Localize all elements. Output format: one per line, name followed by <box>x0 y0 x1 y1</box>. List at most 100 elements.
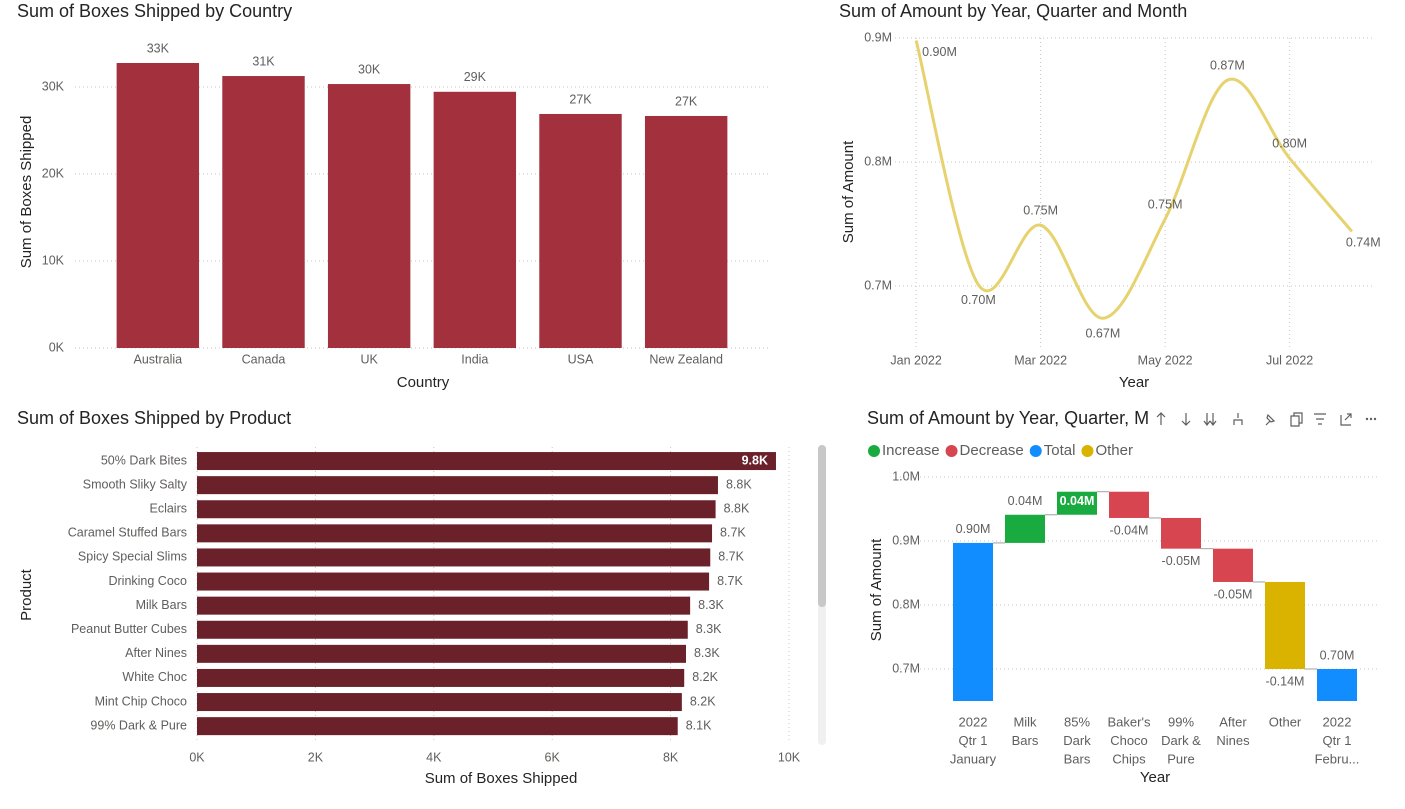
copy-icon[interactable] <box>1290 412 1303 427</box>
x-tick-label: Jan 2022 <box>890 353 941 367</box>
y-tick-label: 20K <box>42 166 65 180</box>
bar <box>197 596 691 615</box>
data-label: 8.2K <box>690 694 716 708</box>
bar <box>197 524 713 543</box>
data-label: 27K <box>569 92 592 106</box>
x-tick-label: Choco <box>1110 733 1148 748</box>
data-label: 0.70M <box>961 293 996 307</box>
pin-icon[interactable] <box>1265 413 1276 426</box>
bar <box>539 113 622 348</box>
y-tick-label: Milk Bars <box>136 598 187 612</box>
bar <box>644 115 728 348</box>
x-tick-label: 2022 <box>1323 714 1352 729</box>
data-label: 9.8K <box>742 453 768 467</box>
chart-title: Sum of Boxes Shipped by Product <box>17 408 291 428</box>
scrollbar-thumb[interactable] <box>818 445 826 607</box>
drill-up-icon[interactable] <box>1156 412 1166 425</box>
y-tick-label: Peanut Butter Cubes <box>71 622 187 636</box>
data-label: 0.75M <box>1023 204 1058 218</box>
y-tick-label: 0.9M <box>864 30 892 44</box>
data-label: 8.1K <box>686 718 712 732</box>
data-label: -0.14M <box>1266 674 1305 688</box>
bar <box>197 452 776 471</box>
legend-label: Total <box>1044 442 1076 459</box>
x-tick-label: May 2022 <box>1138 353 1193 367</box>
legend-label: Other <box>1095 442 1133 459</box>
bar <box>197 476 718 495</box>
bar <box>327 84 411 349</box>
y-tick-label: Smooth Sliky Salty <box>83 477 188 491</box>
x-tick-label: USA <box>568 352 594 366</box>
filter-icon[interactable] <box>1314 413 1326 425</box>
y-tick-label: 30K <box>42 79 65 93</box>
bar <box>222 76 305 349</box>
legend-label: Increase <box>882 442 940 459</box>
data-label: 31K <box>252 54 275 68</box>
x-tick-label: Febru... <box>1315 751 1360 766</box>
bar <box>197 548 711 567</box>
bar <box>197 620 688 639</box>
waterfall-bar <box>1213 548 1253 582</box>
x-tick-label: India <box>461 352 488 366</box>
waterfall-bar <box>1057 491 1097 515</box>
y-tick-label: 0.8M <box>892 597 920 611</box>
data-label: 30K <box>358 62 381 76</box>
x-tick-label: 85% <box>1064 714 1090 729</box>
legend-marker <box>945 445 958 457</box>
legend-marker <box>868 445 880 457</box>
y-axis-title: Sum of Amount <box>868 538 885 641</box>
x-tick-label: Other <box>1269 714 1302 729</box>
expand-all-icon[interactable] <box>1203 413 1217 426</box>
hierarchy-icon[interactable] <box>1233 413 1243 425</box>
waterfall-bar <box>1317 669 1357 701</box>
chart-title: Sum of Boxes Shipped by Country <box>17 1 292 21</box>
x-tick-label: 99% <box>1168 714 1194 729</box>
x-tick-label: 8K <box>663 750 679 764</box>
chart-title: Sum of Amount by Year, Quarter and Month <box>839 1 1187 21</box>
data-label: 8.3K <box>694 646 720 660</box>
data-label: 0.87M <box>1210 58 1245 72</box>
y-tick-label: 1.0M <box>892 469 920 483</box>
bar <box>197 717 678 736</box>
y-tick-label: Caramel Stuffed Bars <box>68 526 187 540</box>
x-tick-label: 4K <box>426 750 442 764</box>
data-label: 0.90M <box>922 45 957 59</box>
more-options-icon[interactable] <box>1365 417 1377 421</box>
legend-marker <box>1029 445 1042 457</box>
x-tick-label: After <box>1219 714 1247 729</box>
x-tick-label: Dark & <box>1161 733 1201 748</box>
y-tick-label: 0.7M <box>864 278 892 292</box>
y-tick-label: 50% Dark Bites <box>101 453 187 467</box>
x-tick-label: 2022 <box>959 714 988 729</box>
data-label: -0.05M <box>1214 587 1253 601</box>
drill-down-icon[interactable] <box>1181 413 1191 426</box>
x-tick-label: January <box>950 751 997 766</box>
waterfall-bar <box>1109 491 1149 518</box>
y-axis-title: Sum of Boxes Shipped <box>18 116 35 269</box>
y-tick-label: Mint Chip Choco <box>95 694 187 708</box>
data-label: 8.7K <box>718 550 744 564</box>
x-tick-label: Australia <box>134 352 183 366</box>
data-label: 8.8K <box>726 477 752 491</box>
x-tick-label: Canada <box>242 352 286 366</box>
x-tick-label: Mar 2022 <box>1014 353 1067 367</box>
x-tick-label: 0K <box>189 750 205 764</box>
y-tick-label: After Nines <box>125 646 187 660</box>
x-tick-label: Jul 2022 <box>1266 353 1313 367</box>
x-axis-title: Year <box>1119 374 1149 391</box>
x-tick-label: Pure <box>1167 751 1194 766</box>
y-tick-label: 0.8M <box>864 154 892 168</box>
x-tick-label: New Zealand <box>649 352 723 366</box>
bar <box>197 572 710 591</box>
data-label: 27K <box>675 94 698 108</box>
x-tick-label: Nines <box>1216 733 1250 748</box>
x-tick-label: Qtr 1 <box>959 733 988 748</box>
line <box>914 40 1354 320</box>
x-tick-label: 10K <box>778 750 801 764</box>
y-tick-label: 99% Dark & Pure <box>90 718 187 732</box>
focus-mode-icon[interactable] <box>1340 413 1352 426</box>
y-tick-label: 0K <box>49 340 65 354</box>
y-axis-title: Product <box>18 568 35 621</box>
x-tick-label: Dark <box>1063 733 1091 748</box>
